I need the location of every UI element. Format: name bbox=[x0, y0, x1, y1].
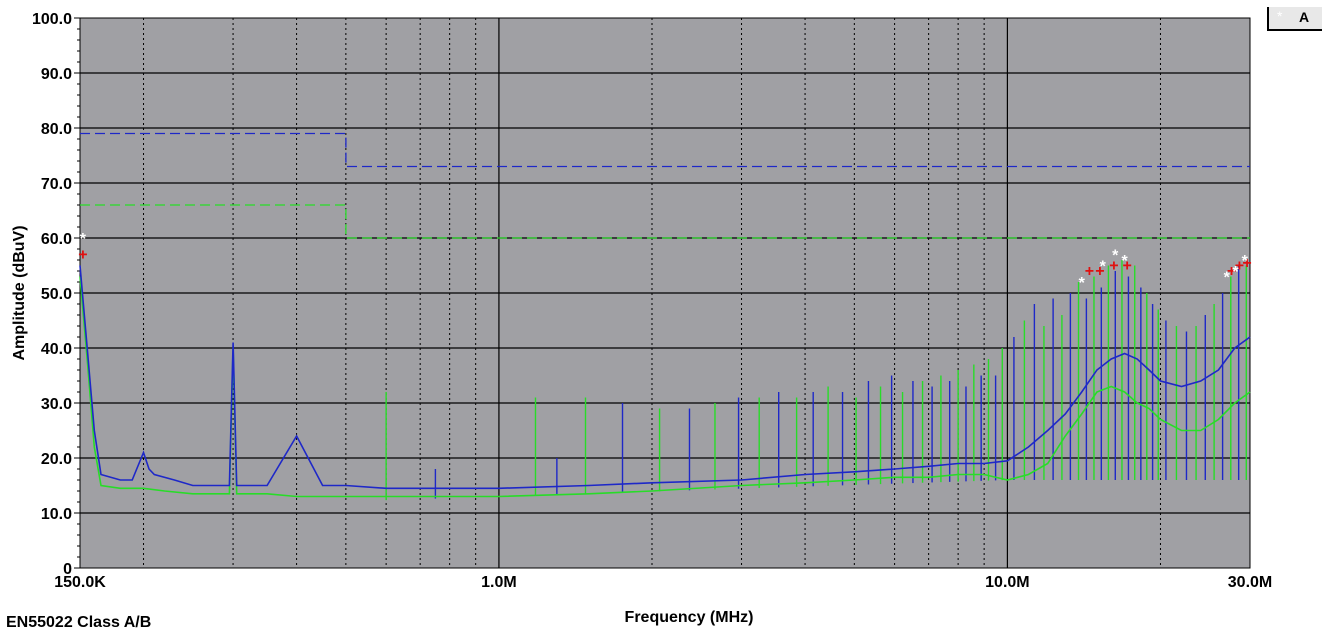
average-marker: * bbox=[80, 231, 87, 248]
quasi-peak-marker: + bbox=[1109, 258, 1118, 275]
y-tick-label: 40.0 bbox=[41, 341, 72, 358]
average-marker: * bbox=[1121, 253, 1128, 270]
x-tick-label: 1.0M bbox=[481, 574, 517, 591]
average-marker: * bbox=[1232, 264, 1239, 281]
y-tick-labels: 0 10.0 20.0 30.0 40.0 50.0 60.0 70.0 80.0 90.0 100… bbox=[32, 11, 72, 578]
y-tick-label: 10.0 bbox=[41, 506, 72, 523]
quasi-peak-marker: + bbox=[1095, 263, 1104, 280]
y-tick-label: 70.0 bbox=[41, 176, 72, 193]
y-tick-label: 50.0 bbox=[41, 286, 72, 303]
legend-label: A bbox=[1299, 9, 1310, 25]
peak-markers: ++ + + + +++**** ** ** bbox=[78, 231, 1251, 292]
quasi-peak-marker: + bbox=[1242, 255, 1251, 272]
legend-star-icon: * bbox=[1277, 8, 1283, 24]
quasi-peak-marker: + bbox=[1235, 258, 1244, 275]
x-tick-label: 30.0M bbox=[1228, 574, 1272, 591]
x-tick-label: 150.0K bbox=[54, 574, 106, 591]
quasi-peak-marker: + bbox=[1122, 258, 1131, 275]
y-tick-label: 30.0 bbox=[41, 396, 72, 413]
minor-ticks bbox=[74, 17, 80, 569]
limit-line bbox=[80, 204, 1250, 239]
quasi-peak-marker: + bbox=[78, 247, 87, 264]
limit-lines bbox=[80, 132, 1250, 239]
x-tick-labels: 150.0K 1.0M 10.0M 30.0M bbox=[54, 574, 1272, 591]
x-axis-title: Frequency (MHz) bbox=[625, 609, 754, 626]
average-marker: * bbox=[1224, 270, 1231, 287]
legend[interactable]: * A bbox=[1267, 7, 1322, 31]
trace-line bbox=[79, 276, 1251, 498]
y-tick-label: 90.0 bbox=[41, 66, 72, 83]
average-marker: * bbox=[1100, 259, 1107, 276]
y-axis-title: Amplitude (dBuV) bbox=[11, 225, 28, 360]
quasi-peak-marker: + bbox=[1227, 263, 1236, 280]
standard-label: EN55022 Class A/B bbox=[6, 614, 152, 631]
quasi-peak-marker: + bbox=[1085, 263, 1094, 280]
average-marker: * bbox=[1112, 248, 1119, 265]
average-marker: * bbox=[1242, 253, 1249, 270]
series-traces bbox=[79, 265, 1251, 498]
y-tick-label: 100.0 bbox=[32, 11, 72, 28]
average-marker: * bbox=[1079, 275, 1086, 292]
limit-line bbox=[80, 132, 1250, 168]
harmonic-spikes bbox=[385, 260, 1247, 501]
y-tick-label: 20.0 bbox=[41, 451, 72, 468]
y-tick-label: 80.0 bbox=[41, 121, 72, 138]
y-tick-label: 60.0 bbox=[41, 231, 72, 248]
x-tick-label: 10.0M bbox=[985, 574, 1029, 591]
trace-line bbox=[79, 265, 1251, 490]
y-tick-label: 0 bbox=[63, 561, 72, 578]
